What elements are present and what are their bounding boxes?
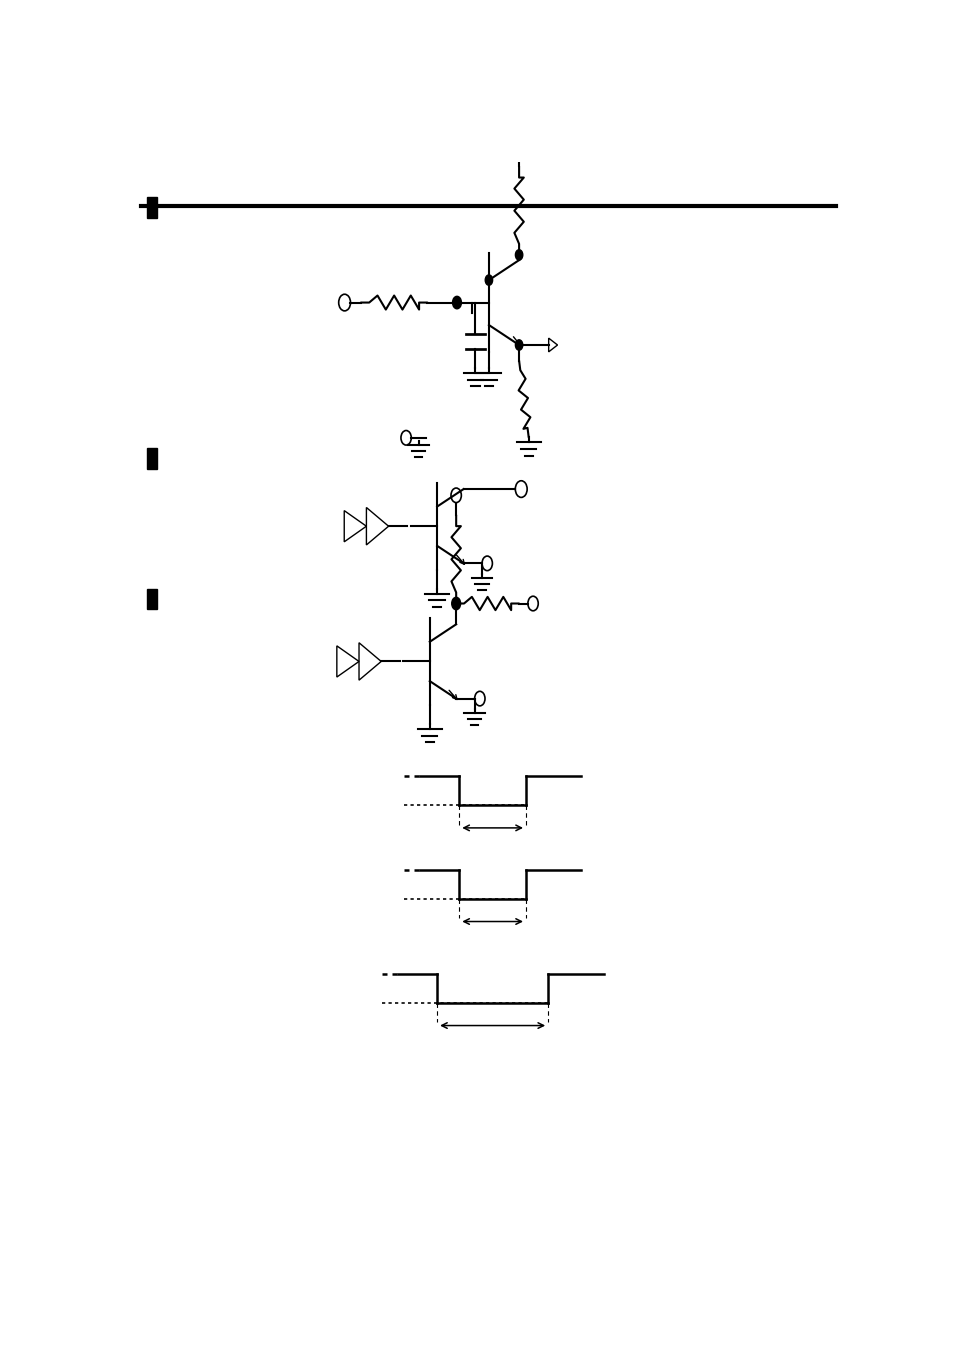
- Circle shape: [452, 296, 461, 309]
- Circle shape: [485, 274, 492, 285]
- Bar: [147, 449, 157, 469]
- Circle shape: [515, 340, 522, 350]
- Circle shape: [515, 250, 522, 261]
- Circle shape: [452, 597, 460, 609]
- Bar: [147, 197, 157, 219]
- Bar: [147, 589, 157, 609]
